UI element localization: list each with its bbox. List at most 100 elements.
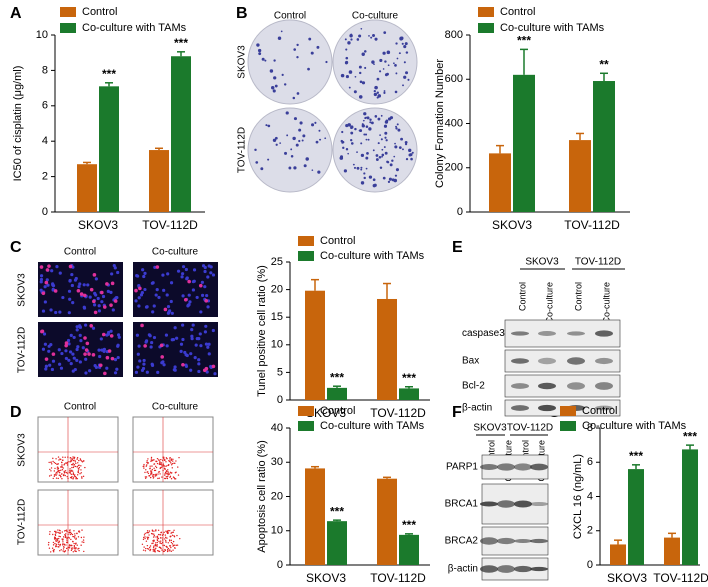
nucleus: [187, 293, 191, 297]
nucleus: [78, 282, 82, 286]
nucleus: [204, 342, 209, 346]
event: [56, 471, 59, 473]
colony: [359, 71, 362, 75]
bar: [610, 544, 626, 565]
colony: [255, 161, 259, 164]
event: [156, 457, 159, 460]
event: [145, 476, 148, 478]
colony: [354, 75, 357, 78]
colony: [395, 125, 397, 128]
event: [158, 546, 161, 549]
event: [171, 534, 174, 536]
event: [162, 459, 164, 462]
nucleus: [211, 328, 215, 333]
event: [56, 473, 58, 475]
positive-cell: [110, 356, 115, 361]
nucleus: [190, 328, 194, 332]
x-tick-label: TOV-112D: [370, 406, 426, 420]
event: [150, 470, 153, 472]
nucleus: [141, 268, 145, 272]
event: [155, 547, 157, 549]
colony: [385, 119, 389, 123]
lane-label: Control: [573, 282, 583, 311]
band: [595, 382, 613, 390]
positive-cell: [92, 299, 96, 304]
colony: [395, 42, 398, 45]
nucleus: [73, 367, 77, 372]
nucleus: [137, 296, 141, 300]
significance: ***: [683, 429, 697, 443]
bar: [628, 469, 644, 565]
colony: [277, 36, 282, 40]
event: [74, 533, 76, 535]
event: [164, 473, 166, 475]
positive-cell: [134, 288, 138, 293]
nucleus: [50, 269, 54, 273]
colony: [274, 136, 278, 140]
nucleus: [175, 336, 179, 340]
nucleus: [154, 293, 158, 297]
event: [164, 465, 166, 468]
event: [76, 457, 79, 459]
colony: [360, 181, 365, 185]
nucleus: [94, 365, 98, 369]
colony: [301, 139, 304, 142]
event: [170, 472, 172, 474]
positive-cell: [44, 357, 49, 361]
event: [148, 546, 151, 549]
event: [170, 539, 173, 542]
band: [567, 382, 585, 390]
event: [65, 541, 68, 544]
positive-cell: [92, 273, 97, 277]
colony: [398, 52, 401, 55]
event: [67, 549, 69, 551]
error-bar: [576, 132, 584, 141]
event: [153, 476, 155, 478]
event: [81, 477, 83, 479]
positive-cell: [83, 336, 87, 340]
positive-cell: [83, 352, 87, 356]
event: [156, 462, 159, 465]
event: [54, 534, 57, 537]
group-label: TOV-112D: [575, 257, 621, 268]
event: [172, 549, 174, 551]
y-tick-label: 800: [445, 29, 463, 41]
event: [72, 478, 74, 480]
colony: [369, 118, 372, 122]
colony: [410, 157, 413, 161]
event: [151, 468, 154, 471]
colony: [290, 154, 294, 158]
nucleus: [205, 293, 209, 298]
nucleus: [200, 280, 204, 284]
event: [83, 460, 85, 462]
band: [480, 464, 498, 470]
colony: [375, 154, 379, 157]
colony: [364, 66, 367, 69]
y-tick-label: 200: [445, 162, 463, 174]
nucleus: [197, 369, 201, 374]
band: [538, 357, 556, 365]
nucleus: [42, 332, 47, 336]
event: [146, 544, 149, 547]
x-tick-label: TOV-112D: [142, 218, 198, 232]
event: [54, 542, 56, 545]
band: [538, 382, 556, 390]
error-bar: [333, 519, 341, 522]
nucleus: [116, 333, 121, 337]
event: [170, 550, 173, 553]
nucleus: [88, 295, 92, 299]
event: [156, 538, 159, 540]
colony: [295, 143, 299, 147]
nucleus: [78, 360, 82, 364]
colony: [389, 116, 394, 120]
event: [56, 466, 59, 468]
error-bar: [614, 539, 622, 545]
nucleus: [69, 361, 73, 366]
nucleus: [209, 271, 213, 275]
event: [80, 465, 82, 467]
event: [55, 477, 58, 479]
colony: [280, 30, 283, 33]
nucleus: [39, 277, 44, 282]
positive-cell: [64, 341, 69, 345]
event: [81, 541, 83, 543]
